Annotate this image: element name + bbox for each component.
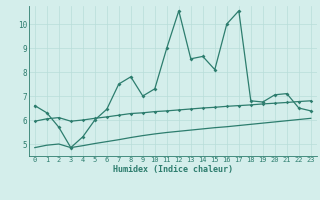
X-axis label: Humidex (Indice chaleur): Humidex (Indice chaleur)	[113, 165, 233, 174]
